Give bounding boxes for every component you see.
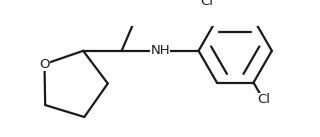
Text: NH: NH bbox=[150, 44, 170, 57]
Text: O: O bbox=[39, 58, 50, 71]
Text: Cl: Cl bbox=[200, 0, 213, 8]
Text: Cl: Cl bbox=[257, 93, 270, 106]
